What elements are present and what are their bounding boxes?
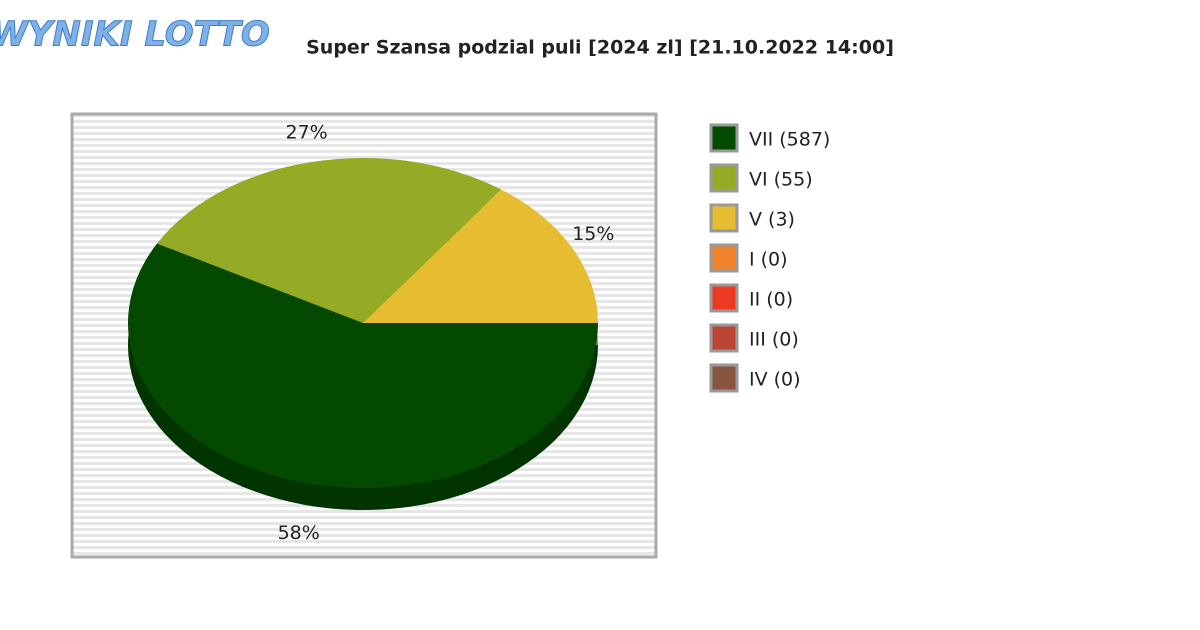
- chart-title: Super Szansa podzial puli [2024 zl] [21.…: [306, 37, 894, 59]
- legend-label: III (0): [749, 329, 799, 351]
- pie-slice: [363, 189, 598, 323]
- legend-label: V (3): [749, 209, 795, 231]
- logo: WYNIKI LOTTO: [0, 15, 270, 55]
- pie-slice: [157, 158, 502, 323]
- legend-label: II (0): [749, 289, 793, 311]
- legend-swatch: [709, 243, 739, 273]
- legend-label: I (0): [749, 249, 788, 271]
- legend-swatch: [709, 283, 739, 313]
- legend-swatch: [709, 323, 739, 353]
- legend-label: VII (587): [749, 129, 830, 151]
- legend-label: VI (55): [749, 169, 813, 191]
- legend-swatch: [709, 363, 739, 393]
- pie-slice: [127, 243, 598, 489]
- value-label: 27%: [285, 121, 327, 143]
- legend-swatch: [709, 163, 739, 193]
- value-label: 15%: [572, 223, 614, 245]
- legend-label: IV (0): [749, 369, 801, 391]
- legend-swatch: [709, 203, 739, 233]
- legend-swatch: [709, 123, 739, 153]
- value-label: 58%: [278, 522, 320, 544]
